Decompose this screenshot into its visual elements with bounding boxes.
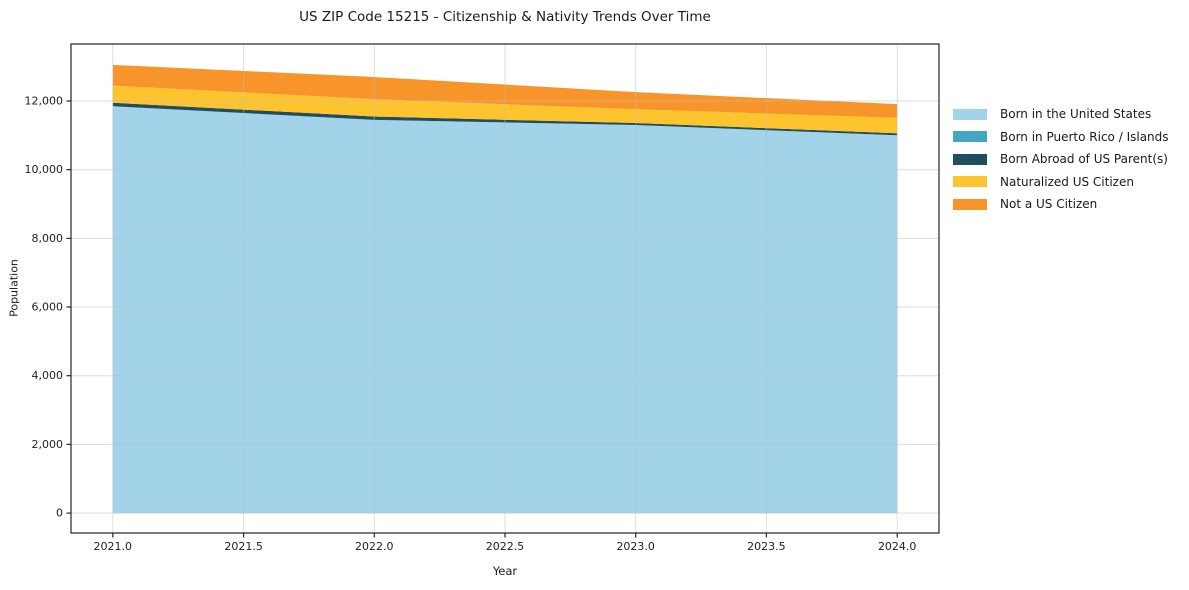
- x-tick-label: 2023.5: [747, 540, 786, 553]
- x-tick-label: 2024.0: [878, 540, 917, 553]
- legend: Born in the United States Born in Puerto…: [953, 108, 1169, 210]
- legend-label: Born Abroad of US Parent(s): [1000, 152, 1168, 166]
- legend-swatch: [953, 108, 987, 120]
- x-tick-label: 2023.0: [616, 540, 655, 553]
- x-tick-label: 2022.5: [486, 540, 525, 553]
- legend-swatch: [953, 176, 987, 187]
- legend-item: Not a US Citizen: [953, 198, 1169, 210]
- legend-swatch: [953, 153, 987, 165]
- legend-label: Born in Puerto Rico / Islands: [1000, 129, 1169, 144]
- area-series-2: [112, 102, 898, 136]
- x-axis-label: Year: [492, 564, 518, 578]
- legend-swatch: [953, 131, 987, 142]
- legend-label: Born in the United States: [1000, 107, 1152, 121]
- y-tick-label: 12,000: [25, 95, 64, 108]
- x-tick-label: 2021.0: [94, 540, 133, 553]
- chart-title: US ZIP Code 15215 - Citizenship & Nativi…: [299, 9, 711, 25]
- y-tick-label: 6,000: [32, 301, 64, 314]
- legend-swatch: [953, 198, 987, 210]
- legend-item: Born Abroad of US Parent(s): [953, 153, 1169, 165]
- y-tick-label: 8,000: [32, 232, 64, 245]
- legend-label: Not a US Citizen: [1000, 197, 1098, 211]
- y-tick-label: 0: [56, 507, 63, 520]
- x-tick-label: 2021.5: [224, 540, 263, 553]
- legend-label: Naturalized US Citizen: [1000, 174, 1134, 189]
- legend-item: Born in Puerto Rico / Islands: [953, 131, 1169, 143]
- y-tick-label: 10,000: [25, 163, 64, 176]
- y-tick-label: 4,000: [32, 369, 64, 382]
- y-tick-label: 2,000: [32, 438, 64, 451]
- y-axis-label: Population: [7, 259, 21, 317]
- legend-item: Born in the United States: [953, 108, 1169, 120]
- legend-item: Naturalized US Citizen: [953, 176, 1169, 188]
- x-tick-label: 2022.0: [355, 540, 394, 553]
